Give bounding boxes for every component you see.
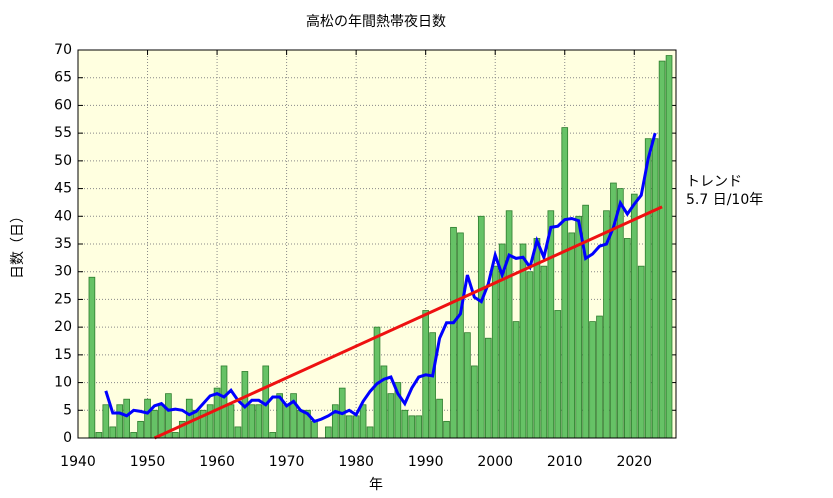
bar bbox=[450, 226, 457, 439]
y-axis-label: 日数（日） bbox=[10, 209, 26, 279]
bar bbox=[505, 210, 513, 439]
bar bbox=[519, 243, 527, 439]
y-tick-label: 30 bbox=[54, 264, 72, 280]
bar bbox=[352, 415, 360, 439]
bar bbox=[443, 420, 450, 439]
bar bbox=[436, 398, 443, 439]
y-tick-label: 70 bbox=[54, 42, 72, 58]
bar bbox=[283, 404, 290, 439]
bar bbox=[311, 420, 318, 439]
bar bbox=[471, 365, 478, 439]
bar bbox=[345, 415, 353, 439]
annotation: トレンド bbox=[686, 174, 742, 190]
bar bbox=[477, 215, 485, 439]
bar bbox=[269, 432, 277, 439]
bar bbox=[637, 265, 645, 439]
bar bbox=[387, 393, 395, 439]
bar bbox=[130, 432, 137, 439]
y-tick-label: 40 bbox=[54, 208, 72, 224]
bar bbox=[185, 398, 193, 439]
line bbox=[104, 132, 657, 424]
bar bbox=[359, 404, 367, 439]
x-tick-label: 1980 bbox=[338, 454, 374, 470]
x-tick-label: 1970 bbox=[269, 454, 305, 470]
bar bbox=[331, 404, 339, 439]
bar bbox=[457, 232, 464, 439]
y-tick-label: 60 bbox=[54, 97, 72, 113]
x-axis-label: 年 bbox=[369, 477, 383, 493]
bar bbox=[206, 404, 214, 439]
y-tick-label: 5 bbox=[63, 402, 72, 418]
y-tick-label: 55 bbox=[54, 125, 72, 141]
bar bbox=[512, 321, 520, 439]
bar bbox=[540, 265, 548, 439]
y-tick-label: 0 bbox=[63, 430, 72, 446]
bar bbox=[297, 409, 304, 439]
bar bbox=[415, 415, 423, 439]
chart-title: 高松の年間熱帯夜日数 bbox=[306, 13, 446, 30]
bar bbox=[102, 404, 110, 439]
plot-frame bbox=[77, 49, 677, 439]
bar bbox=[248, 404, 256, 439]
y-tick-label: 35 bbox=[54, 236, 72, 252]
bar bbox=[151, 409, 158, 439]
bar bbox=[589, 321, 596, 439]
y-tick-label: 20 bbox=[54, 319, 72, 335]
x-tick-label: 2000 bbox=[477, 454, 513, 470]
bar bbox=[491, 265, 499, 439]
bar bbox=[88, 276, 96, 439]
x-tick-label: 1940 bbox=[60, 454, 96, 470]
bar bbox=[227, 404, 235, 439]
bar bbox=[109, 426, 117, 439]
bar bbox=[658, 60, 666, 439]
line bbox=[153, 205, 663, 440]
bar bbox=[561, 127, 569, 439]
y-tick-label: 50 bbox=[54, 153, 72, 169]
bar bbox=[116, 404, 124, 439]
y-tick-label: 15 bbox=[54, 347, 72, 363]
bar bbox=[630, 193, 638, 439]
bar bbox=[192, 409, 200, 439]
x-tick-label: 1990 bbox=[408, 454, 444, 470]
bar bbox=[325, 426, 332, 439]
bar bbox=[137, 420, 144, 439]
bar bbox=[651, 138, 659, 439]
x-tick-label: 2010 bbox=[547, 454, 583, 470]
bar bbox=[568, 232, 576, 439]
y-tick-label: 10 bbox=[54, 375, 72, 391]
bar bbox=[144, 398, 151, 439]
bar bbox=[575, 215, 582, 439]
annotation: 5.7 日/10年 bbox=[686, 192, 763, 208]
y-tick-label: 25 bbox=[54, 291, 72, 307]
bar bbox=[380, 365, 388, 439]
bar bbox=[429, 332, 436, 439]
bar bbox=[533, 238, 541, 439]
x-tick-label: 2020 bbox=[616, 454, 652, 470]
bar bbox=[484, 337, 492, 439]
bar bbox=[624, 238, 631, 439]
bar bbox=[123, 398, 130, 439]
bar bbox=[220, 365, 228, 439]
x-tick-label: 1960 bbox=[199, 454, 235, 470]
bar bbox=[665, 55, 673, 439]
bar bbox=[401, 409, 409, 439]
bar bbox=[255, 404, 263, 439]
bar bbox=[596, 315, 603, 439]
bar bbox=[234, 426, 242, 439]
bar bbox=[526, 271, 534, 439]
bar bbox=[644, 138, 652, 439]
bar bbox=[95, 432, 103, 439]
bar bbox=[172, 432, 179, 439]
y-tick-label: 65 bbox=[54, 70, 72, 86]
y-tick-label: 45 bbox=[54, 181, 72, 197]
bar bbox=[547, 210, 555, 439]
bar bbox=[554, 310, 562, 439]
bar bbox=[366, 426, 374, 439]
x-tick-label: 1950 bbox=[130, 454, 166, 470]
bar bbox=[408, 415, 416, 439]
bar bbox=[464, 332, 471, 439]
